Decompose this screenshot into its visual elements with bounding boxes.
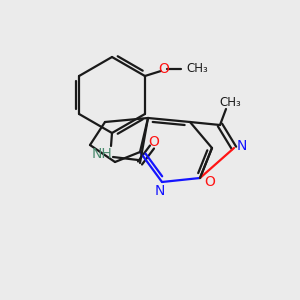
Text: O: O [148,135,159,149]
Text: N: N [237,139,247,153]
Text: CH₃: CH₃ [186,62,208,76]
Text: O: O [205,175,215,189]
Text: O: O [158,62,169,76]
Text: CH₃: CH₃ [219,95,241,109]
Text: NH: NH [92,147,112,161]
Text: N: N [155,184,165,198]
